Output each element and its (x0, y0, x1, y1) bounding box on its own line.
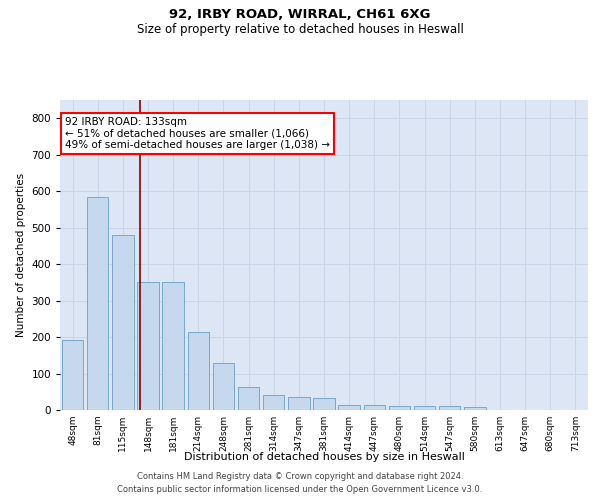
Text: 92, IRBY ROAD, WIRRAL, CH61 6XG: 92, IRBY ROAD, WIRRAL, CH61 6XG (169, 8, 431, 20)
Bar (112, 235, 134, 410)
Bar (263, 396, 284, 410)
Text: Distribution of detached houses by size in Heswall: Distribution of detached houses by size … (184, 452, 464, 462)
Text: 92 IRBY ROAD: 133sqm
← 51% of detached houses are smaller (1,066)
49% of semi-de: 92 IRBY ROAD: 133sqm ← 51% of detached h… (65, 117, 330, 150)
Bar (163, 282, 184, 410)
Bar (137, 282, 158, 410)
Bar (213, 362, 234, 410)
Bar (464, 407, 485, 410)
Bar (238, 388, 259, 410)
Bar (87, 196, 109, 410)
Bar (62, 340, 83, 410)
Y-axis label: Number of detached properties: Number of detached properties (16, 173, 26, 337)
Text: Size of property relative to detached houses in Heswall: Size of property relative to detached ho… (137, 22, 463, 36)
Bar (389, 406, 410, 410)
Bar (439, 406, 460, 410)
Text: Contains HM Land Registry data © Crown copyright and database right 2024.: Contains HM Land Registry data © Crown c… (137, 472, 463, 481)
Bar (288, 397, 310, 410)
Bar (338, 404, 360, 410)
Bar (188, 332, 209, 410)
Text: Contains public sector information licensed under the Open Government Licence v3: Contains public sector information licen… (118, 485, 482, 494)
Bar (313, 398, 335, 410)
Bar (414, 406, 435, 410)
Bar (364, 404, 385, 410)
